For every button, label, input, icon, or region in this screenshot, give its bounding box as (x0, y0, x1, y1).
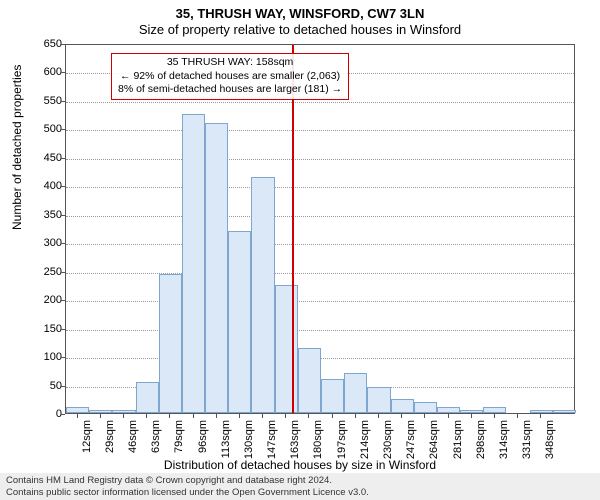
gridline-h (66, 330, 574, 331)
x-tick-mark (448, 414, 449, 418)
y-tick-label: 500 (22, 123, 62, 135)
x-tick-mark (355, 414, 356, 418)
y-tick-label: 0 (22, 408, 62, 420)
x-tick-mark (424, 414, 425, 418)
footer-line1: Contains HM Land Registry data © Crown c… (6, 475, 594, 486)
y-tick-mark (61, 329, 65, 330)
chart-container: 35, THRUSH WAY, WINSFORD, CW7 3LN Size o… (0, 0, 600, 500)
histogram-bar (159, 274, 182, 413)
y-tick-label: 550 (22, 95, 62, 107)
footer-licence: Contains HM Land Registry data © Crown c… (0, 473, 600, 500)
x-tick-mark (100, 414, 101, 418)
y-tick-label: 400 (22, 180, 62, 192)
histogram-bar (66, 407, 89, 413)
gridline-h (66, 244, 574, 245)
x-tick-mark (146, 414, 147, 418)
x-tick-mark (494, 414, 495, 418)
x-tick-mark (401, 414, 402, 418)
x-tick-mark (77, 414, 78, 418)
gridline-h (66, 187, 574, 188)
histogram-bar (483, 407, 506, 413)
x-axis-label: Distribution of detached houses by size … (0, 458, 600, 472)
gridline-h (66, 216, 574, 217)
histogram-bar (553, 410, 576, 413)
plot-area: 35 THRUSH WAY: 158sqm← 92% of detached h… (65, 44, 575, 414)
x-tick-mark (216, 414, 217, 418)
x-tick-mark (517, 414, 518, 418)
x-tick-mark (169, 414, 170, 418)
y-tick-label: 650 (22, 38, 62, 50)
y-tick-mark (61, 243, 65, 244)
y-tick-mark (61, 101, 65, 102)
gridline-h (66, 159, 574, 160)
x-tick-mark (193, 414, 194, 418)
annotation-line3: 8% of semi-detached houses are larger (1… (118, 83, 342, 97)
gridline-h (66, 301, 574, 302)
y-tick-label: 50 (22, 380, 62, 392)
histogram-bar (112, 410, 135, 413)
reference-line (292, 45, 294, 413)
y-tick-label: 150 (22, 323, 62, 335)
histogram-bar (205, 123, 228, 413)
gridline-h (66, 130, 574, 131)
y-tick-label: 250 (22, 266, 62, 278)
annotation-line1: 35 THRUSH WAY: 158sqm (118, 56, 342, 70)
x-tick-mark (239, 414, 240, 418)
y-tick-label: 100 (22, 351, 62, 363)
y-tick-label: 450 (22, 152, 62, 164)
histogram-bar (251, 177, 274, 413)
histogram-bar (437, 407, 460, 413)
x-tick-mark (471, 414, 472, 418)
x-tick-mark (285, 414, 286, 418)
y-tick-mark (61, 386, 65, 387)
x-tick-mark (308, 414, 309, 418)
histogram-bar (298, 348, 321, 413)
y-tick-mark (61, 414, 65, 415)
y-tick-mark (61, 215, 65, 216)
x-tick-mark (123, 414, 124, 418)
histogram-bar (530, 410, 553, 413)
histogram-bar (367, 387, 390, 413)
y-tick-label: 350 (22, 209, 62, 221)
histogram-bar (89, 410, 112, 413)
y-tick-mark (61, 44, 65, 45)
annotation-box: 35 THRUSH WAY: 158sqm← 92% of detached h… (111, 53, 349, 100)
y-tick-mark (61, 272, 65, 273)
y-tick-mark (61, 158, 65, 159)
histogram-bar (344, 373, 367, 413)
chart-subtitle: Size of property relative to detached ho… (0, 22, 600, 37)
histogram-bar (414, 402, 437, 413)
y-tick-mark (61, 129, 65, 130)
histogram-bar (391, 399, 414, 413)
x-tick-mark (332, 414, 333, 418)
gridline-h (66, 273, 574, 274)
histogram-bar (275, 285, 298, 413)
y-tick-mark (61, 300, 65, 301)
gridline-h (66, 102, 574, 103)
histogram-bar (136, 382, 159, 413)
histogram-bar (460, 410, 483, 413)
y-tick-mark (61, 186, 65, 187)
annotation-line2: ← 92% of detached houses are smaller (2,… (118, 70, 342, 84)
x-tick-mark (540, 414, 541, 418)
histogram-bar (228, 231, 251, 413)
y-tick-label: 600 (22, 66, 62, 78)
y-axis-label: Number of detached properties (10, 65, 24, 230)
y-tick-mark (61, 72, 65, 73)
x-tick-mark (378, 414, 379, 418)
footer-line2: Contains public sector information licen… (6, 487, 594, 498)
histogram-bar (321, 379, 344, 413)
histogram-bar (182, 114, 205, 413)
x-tick-mark (262, 414, 263, 418)
y-tick-mark (61, 357, 65, 358)
y-tick-label: 200 (22, 294, 62, 306)
y-tick-label: 300 (22, 237, 62, 249)
chart-title-address: 35, THRUSH WAY, WINSFORD, CW7 3LN (0, 6, 600, 21)
